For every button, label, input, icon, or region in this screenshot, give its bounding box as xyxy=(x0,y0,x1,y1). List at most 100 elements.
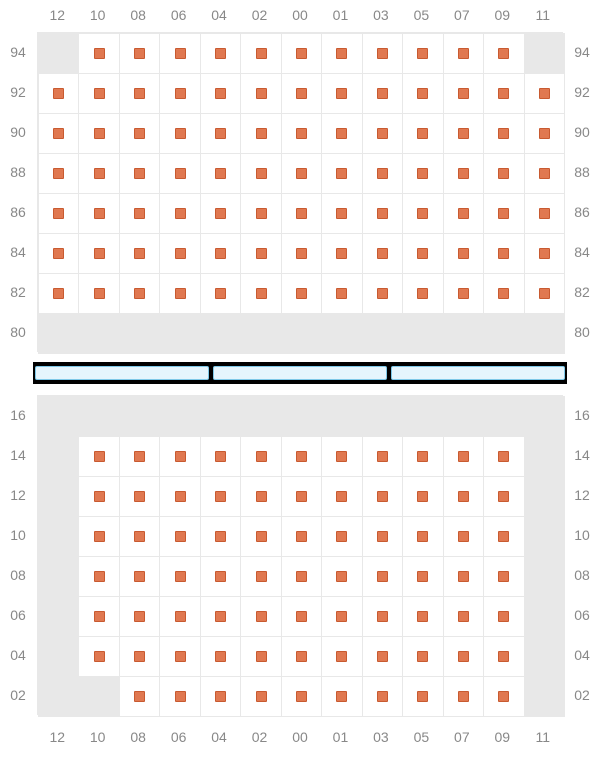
seat-cell[interactable] xyxy=(362,476,403,517)
seat-cell[interactable] xyxy=(321,596,362,637)
seat-cell[interactable] xyxy=(119,33,160,74)
seat-cell[interactable] xyxy=(321,436,362,477)
seat-cell[interactable] xyxy=(443,233,484,274)
seat-cell[interactable] xyxy=(119,676,160,717)
seat-cell[interactable] xyxy=(38,113,79,154)
seat-cell[interactable] xyxy=(240,113,281,154)
seat-cell[interactable] xyxy=(281,153,322,194)
seat-cell[interactable] xyxy=(38,193,79,234)
seat-cell[interactable] xyxy=(281,233,322,274)
seat-cell[interactable] xyxy=(402,636,443,677)
seat-cell[interactable] xyxy=(443,676,484,717)
seat-cell[interactable] xyxy=(78,113,119,154)
seat-cell[interactable] xyxy=(362,596,403,637)
seat-cell[interactable] xyxy=(483,436,524,477)
seat-cell[interactable] xyxy=(159,33,200,74)
seat-cell[interactable] xyxy=(78,636,119,677)
seat-cell[interactable] xyxy=(240,153,281,194)
seat-cell[interactable] xyxy=(240,516,281,557)
seat-cell[interactable] xyxy=(281,273,322,314)
seat-cell[interactable] xyxy=(362,516,403,557)
seat-cell[interactable] xyxy=(321,193,362,234)
seat-cell[interactable] xyxy=(443,596,484,637)
seat-cell[interactable] xyxy=(281,73,322,114)
seat-cell[interactable] xyxy=(483,676,524,717)
seat-cell[interactable] xyxy=(362,636,403,677)
seat-cell[interactable] xyxy=(483,113,524,154)
seat-cell[interactable] xyxy=(402,113,443,154)
seat-cell[interactable] xyxy=(119,636,160,677)
seat-cell[interactable] xyxy=(402,193,443,234)
seat-cell[interactable] xyxy=(78,596,119,637)
seat-cell[interactable] xyxy=(38,153,79,194)
seat-cell[interactable] xyxy=(321,153,362,194)
seat-cell[interactable] xyxy=(321,636,362,677)
seat-cell[interactable] xyxy=(362,436,403,477)
seat-cell[interactable] xyxy=(362,676,403,717)
seat-cell[interactable] xyxy=(402,273,443,314)
seat-cell[interactable] xyxy=(200,556,241,597)
seat-cell[interactable] xyxy=(240,636,281,677)
seat-cell[interactable] xyxy=(200,436,241,477)
seat-cell[interactable] xyxy=(281,556,322,597)
seat-cell[interactable] xyxy=(443,556,484,597)
seat-cell[interactable] xyxy=(321,556,362,597)
seat-cell[interactable] xyxy=(78,556,119,597)
seat-cell[interactable] xyxy=(159,193,200,234)
seat-cell[interactable] xyxy=(402,436,443,477)
seat-cell[interactable] xyxy=(240,436,281,477)
seat-cell[interactable] xyxy=(483,153,524,194)
seat-cell[interactable] xyxy=(240,556,281,597)
seat-cell[interactable] xyxy=(321,33,362,74)
seat-cell[interactable] xyxy=(524,113,565,154)
seat-cell[interactable] xyxy=(240,476,281,517)
seat-cell[interactable] xyxy=(159,596,200,637)
seat-cell[interactable] xyxy=(200,476,241,517)
seat-cell[interactable] xyxy=(200,73,241,114)
seat-cell[interactable] xyxy=(362,233,403,274)
seat-cell[interactable] xyxy=(524,193,565,234)
seat-cell[interactable] xyxy=(402,153,443,194)
seat-cell[interactable] xyxy=(483,33,524,74)
seat-cell[interactable] xyxy=(119,193,160,234)
seat-cell[interactable] xyxy=(78,516,119,557)
seat-cell[interactable] xyxy=(281,636,322,677)
seat-cell[interactable] xyxy=(443,193,484,234)
seat-cell[interactable] xyxy=(321,233,362,274)
seat-cell[interactable] xyxy=(281,476,322,517)
seat-cell[interactable] xyxy=(119,556,160,597)
seat-cell[interactable] xyxy=(281,676,322,717)
seat-cell[interactable] xyxy=(402,73,443,114)
seat-cell[interactable] xyxy=(443,153,484,194)
seat-cell[interactable] xyxy=(443,516,484,557)
seat-cell[interactable] xyxy=(119,153,160,194)
seat-cell[interactable] xyxy=(443,636,484,677)
seat-cell[interactable] xyxy=(159,273,200,314)
seat-cell[interactable] xyxy=(362,273,403,314)
seat-cell[interactable] xyxy=(38,273,79,314)
seat-cell[interactable] xyxy=(78,193,119,234)
seat-cell[interactable] xyxy=(119,476,160,517)
seat-cell[interactable] xyxy=(402,676,443,717)
seat-cell[interactable] xyxy=(402,233,443,274)
seat-cell[interactable] xyxy=(443,476,484,517)
seat-cell[interactable] xyxy=(443,113,484,154)
seat-cell[interactable] xyxy=(321,273,362,314)
seat-cell[interactable] xyxy=(362,73,403,114)
seat-cell[interactable] xyxy=(200,233,241,274)
seat-cell[interactable] xyxy=(119,233,160,274)
seat-cell[interactable] xyxy=(321,516,362,557)
seat-cell[interactable] xyxy=(240,273,281,314)
seat-cell[interactable] xyxy=(159,436,200,477)
seat-cell[interactable] xyxy=(321,113,362,154)
seat-cell[interactable] xyxy=(281,113,322,154)
seat-cell[interactable] xyxy=(159,233,200,274)
seat-cell[interactable] xyxy=(483,596,524,637)
seat-cell[interactable] xyxy=(281,33,322,74)
seat-cell[interactable] xyxy=(362,193,403,234)
seat-cell[interactable] xyxy=(483,193,524,234)
seat-cell[interactable] xyxy=(78,33,119,74)
seat-cell[interactable] xyxy=(240,33,281,74)
seat-cell[interactable] xyxy=(78,476,119,517)
seat-cell[interactable] xyxy=(524,73,565,114)
